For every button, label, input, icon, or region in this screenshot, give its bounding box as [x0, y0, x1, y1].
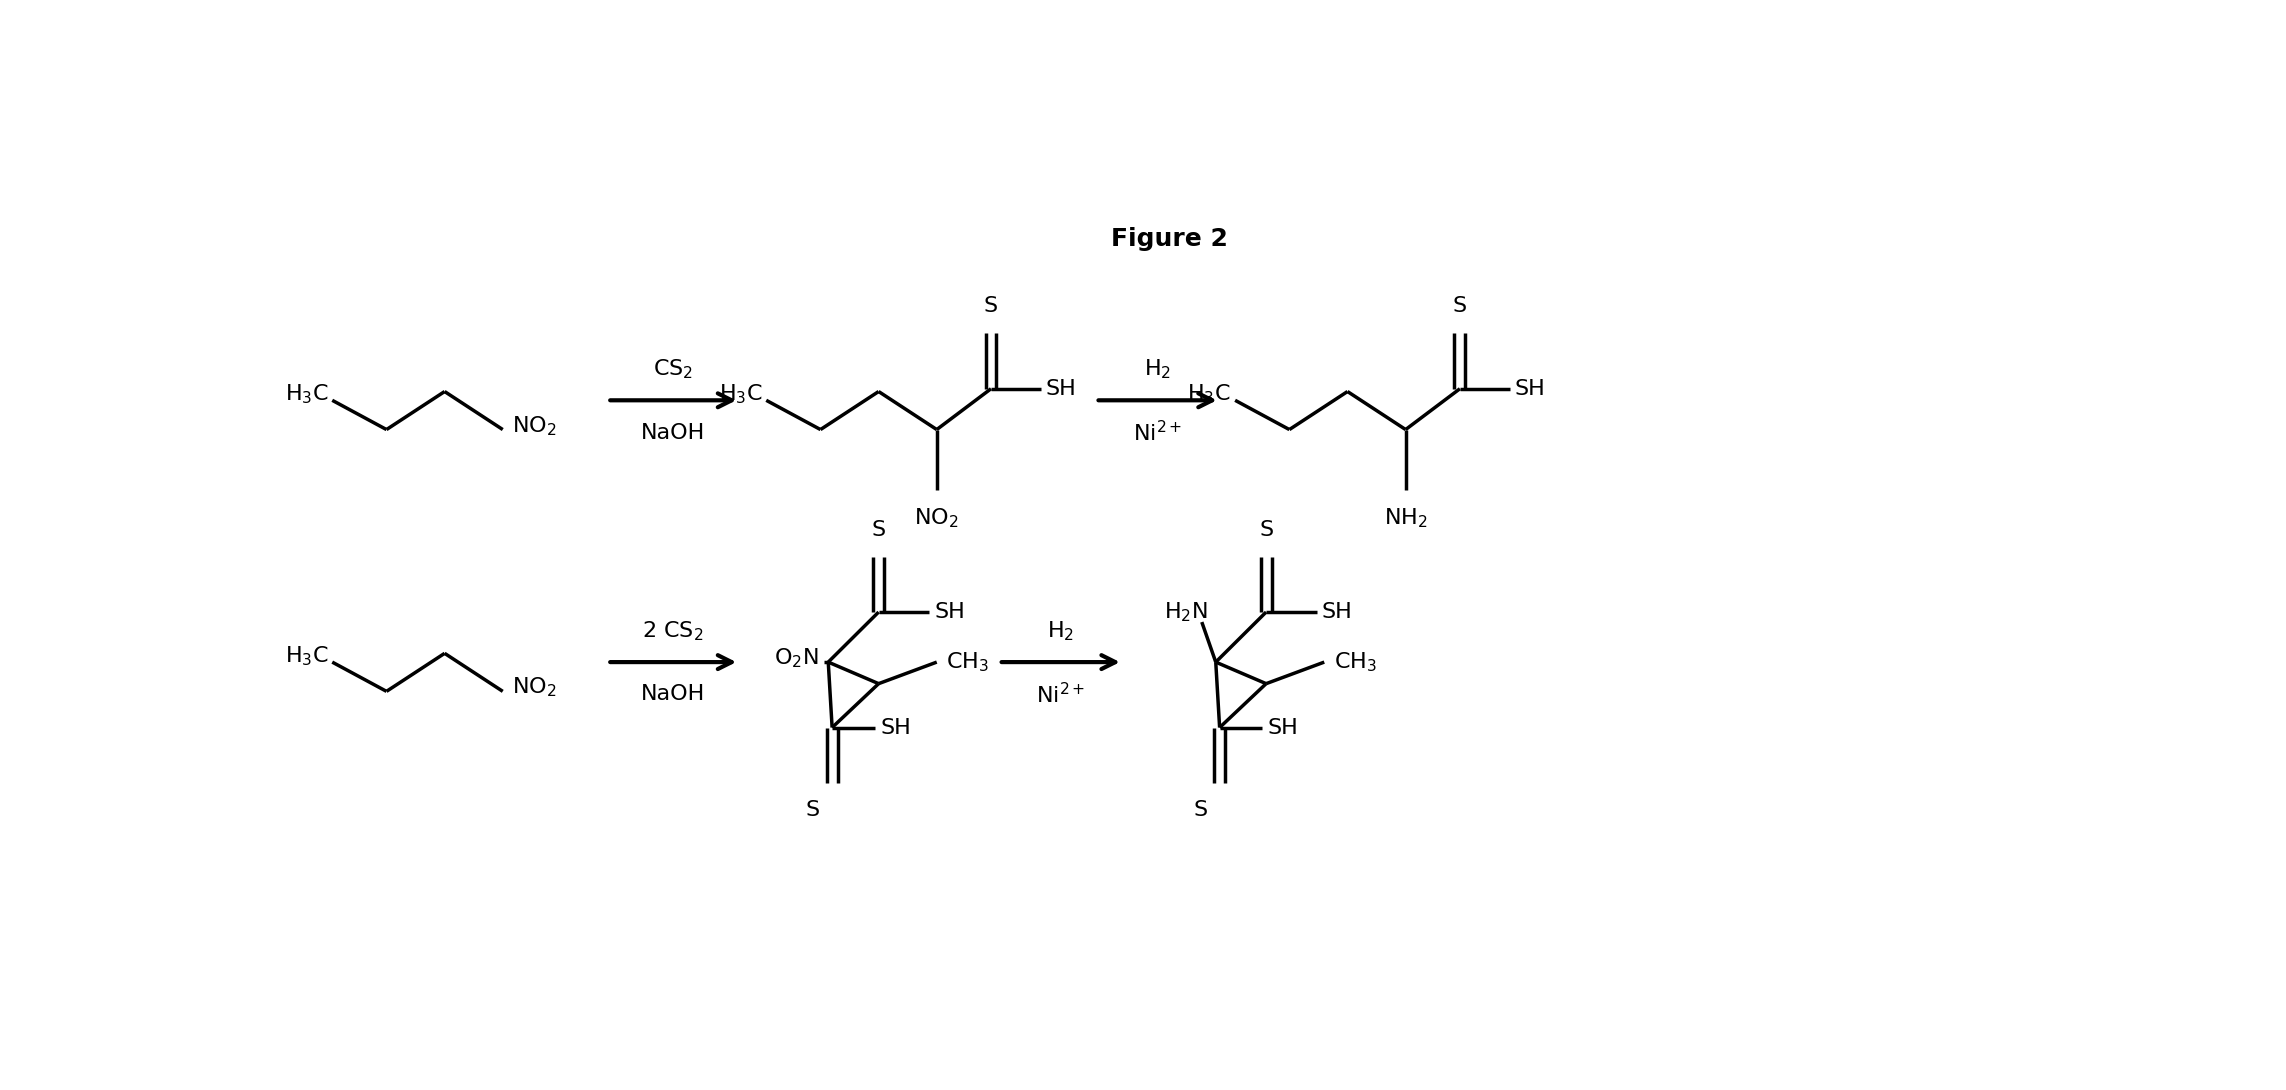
- Text: SH: SH: [1321, 602, 1353, 622]
- Text: SH: SH: [1045, 378, 1077, 399]
- Text: S: S: [871, 520, 885, 540]
- Text: $\mathregular{H_2}$: $\mathregular{H_2}$: [1143, 358, 1170, 382]
- Text: SH: SH: [880, 717, 910, 738]
- Text: S: S: [983, 296, 999, 316]
- Text: S: S: [1260, 520, 1273, 540]
- Text: $\mathregular{NO_2}$: $\mathregular{NO_2}$: [512, 414, 558, 437]
- Text: S: S: [805, 800, 821, 820]
- Text: $\mathregular{O_2N}$: $\mathregular{O_2N}$: [775, 646, 818, 670]
- Text: $\mathregular{CH_3}$: $\mathregular{CH_3}$: [1333, 651, 1376, 674]
- Text: $\mathregular{Ni^{2+}}$: $\mathregular{Ni^{2+}}$: [1134, 420, 1182, 445]
- Text: Figure 2: Figure 2: [1111, 227, 1228, 251]
- Text: $\mathregular{H_2N}$: $\mathregular{H_2N}$: [1164, 601, 1207, 623]
- Text: $\mathregular{H_3C}$: $\mathregular{H_3C}$: [1186, 383, 1232, 405]
- Text: NaOH: NaOH: [640, 685, 706, 704]
- Text: S: S: [1193, 800, 1207, 820]
- Text: $\mathregular{CH_3}$: $\mathregular{CH_3}$: [946, 651, 990, 674]
- Text: SH: SH: [1269, 717, 1298, 738]
- Text: $\mathregular{H_3C}$: $\mathregular{H_3C}$: [718, 383, 761, 405]
- Text: $\mathregular{Ni^{2+}}$: $\mathregular{Ni^{2+}}$: [1036, 682, 1086, 707]
- Text: S: S: [1454, 296, 1468, 316]
- Text: NaOH: NaOH: [640, 423, 706, 443]
- Text: SH: SH: [1513, 378, 1545, 399]
- Text: $\mathregular{NO_2}$: $\mathregular{NO_2}$: [914, 507, 960, 530]
- Text: $\mathregular{H_3C}$: $\mathregular{H_3C}$: [286, 383, 329, 405]
- Text: $\mathregular{H_2}$: $\mathregular{H_2}$: [1047, 619, 1074, 643]
- Text: $\mathregular{H_3C}$: $\mathregular{H_3C}$: [286, 644, 329, 668]
- Text: SH: SH: [935, 602, 965, 622]
- Text: $\mathregular{NH_2}$: $\mathregular{NH_2}$: [1383, 507, 1426, 530]
- Text: $2\ \mathregular{CS_2}$: $2\ \mathregular{CS_2}$: [642, 619, 704, 643]
- Text: $\mathregular{CS_2}$: $\mathregular{CS_2}$: [654, 358, 693, 382]
- Text: $\mathregular{NO_2}$: $\mathregular{NO_2}$: [512, 676, 558, 700]
